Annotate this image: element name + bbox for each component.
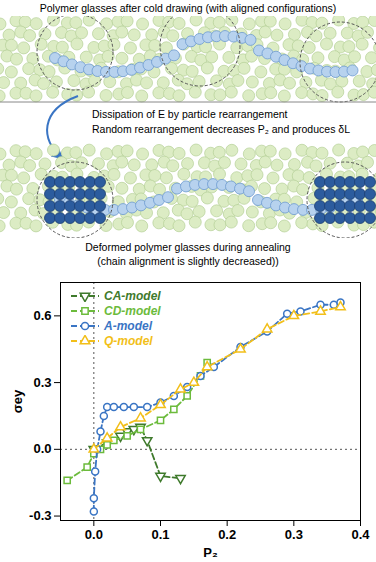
svg-text:Polymer glasses after cold dra: Polymer glasses after cold drawing (with… <box>40 2 336 14</box>
svg-text:Dissipation of E by particle r: Dissipation of E by particle rearrangeme… <box>92 108 288 120</box>
svg-text:0.0: 0.0 <box>33 441 51 456</box>
svg-text:0.0: 0.0 <box>85 527 103 542</box>
svg-text:0.1: 0.1 <box>151 527 169 542</box>
svg-text:0.2: 0.2 <box>218 527 236 542</box>
html-text:A-model: A-model <box>104 318 152 333</box>
svg-text:P₂: P₂ <box>203 545 218 560</box>
svg-text:0.3: 0.3 <box>33 375 51 390</box>
html-text:CA-model: CA-model <box>104 288 161 303</box>
html-text:CD-model: CD-model <box>104 303 161 318</box>
svg-text:0.3: 0.3 <box>285 527 303 542</box>
svg-text:-0.3: -0.3 <box>29 508 51 523</box>
svg-text:σey: σey <box>10 389 25 413</box>
svg-text:0.4: 0.4 <box>351 527 370 542</box>
svg-text:Random rearrangement decreases: Random rearrangement decreases P₂ and pr… <box>92 123 350 135</box>
html-text:Q-model: Q-model <box>104 333 153 348</box>
svg-text:(chain alignment is slightly d: (chain alignment is slightly decreased)) <box>97 255 279 267</box>
svg-text:Deformed polymer glasses durin: Deformed polymer glasses during annealin… <box>85 241 291 253</box>
svg-text:0.6: 0.6 <box>33 308 51 323</box>
